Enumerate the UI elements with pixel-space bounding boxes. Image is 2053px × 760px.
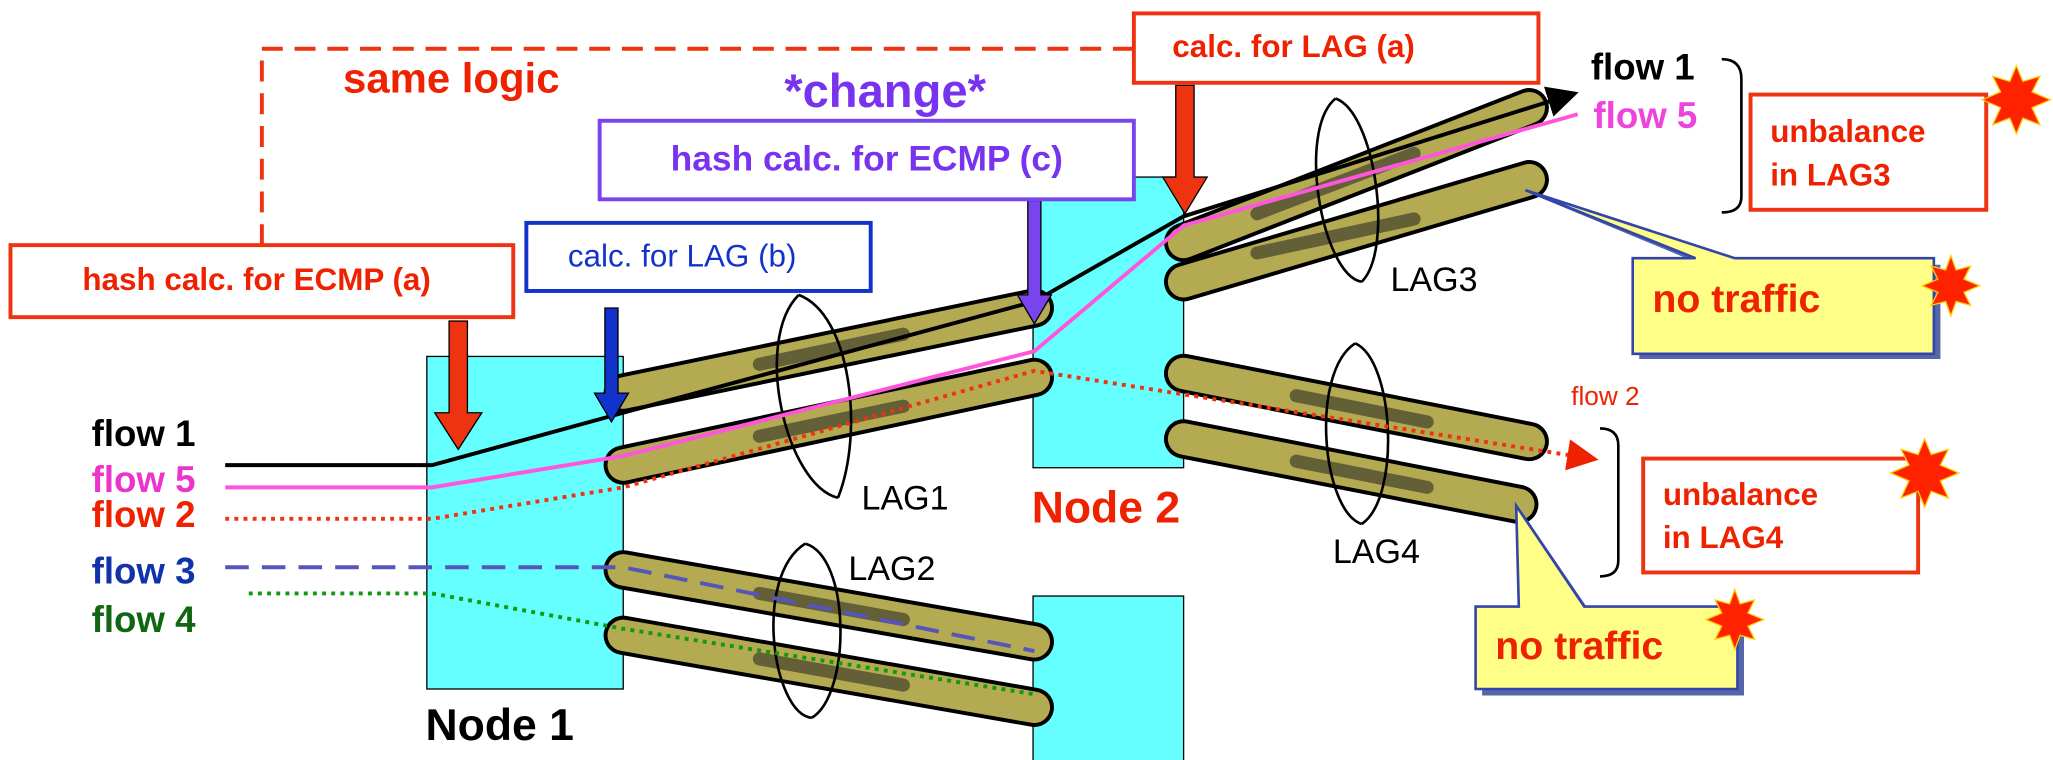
diagram: calc. for LAG (a) hash calc. for ECMP (c… — [0, 0, 2053, 760]
flow-label: flow 5 — [1593, 95, 1697, 136]
callout — [1525, 190, 1934, 354]
flow-label: flow 1 — [92, 413, 196, 454]
unbalance-box — [1751, 95, 1987, 210]
box-lag-b-text: calc. for LAG (b) — [568, 239, 797, 274]
flow-label: flow 2 — [92, 494, 196, 535]
flow-label: flow 2 — [1571, 381, 1639, 411]
node-1-label: Node 1 — [426, 701, 574, 750]
lag-label: LAG3 — [1390, 261, 1477, 299]
unbalance-text: in LAG4 — [1663, 520, 1784, 555]
bracket — [1600, 428, 1618, 576]
same-logic: same logic — [343, 55, 559, 102]
no-traffic: no traffic — [1495, 624, 1663, 668]
flow-label: flow 4 — [92, 599, 196, 640]
bracket — [1722, 59, 1742, 212]
unbalance-box — [1643, 459, 1918, 573]
lag-label: LAG4 — [1333, 533, 1420, 571]
unbalance-text: in LAG3 — [1770, 157, 1890, 192]
unbalance-text: unbalance — [1770, 114, 1925, 149]
lag-label: LAG1 — [862, 479, 949, 517]
box-lag-a-text: calc. for LAG (a) — [1172, 29, 1415, 64]
lag-label: LAG2 — [848, 550, 935, 588]
box-ecmp-a-text: hash calc. for ECMP (a) — [82, 262, 430, 297]
box-ecmp-c-text: hash calc. for ECMP (c) — [671, 140, 1063, 179]
flow-label: flow 1 — [1591, 46, 1695, 87]
flow-label: flow 3 — [92, 550, 196, 591]
node-2-box — [1033, 177, 1184, 468]
node-2-label: Node 2 — [1032, 484, 1180, 533]
node-3-box — [1033, 596, 1184, 760]
no-traffic: no traffic — [1652, 277, 1820, 321]
unbalance-text: unbalance — [1663, 477, 1818, 512]
change-label: *change* — [784, 64, 986, 117]
